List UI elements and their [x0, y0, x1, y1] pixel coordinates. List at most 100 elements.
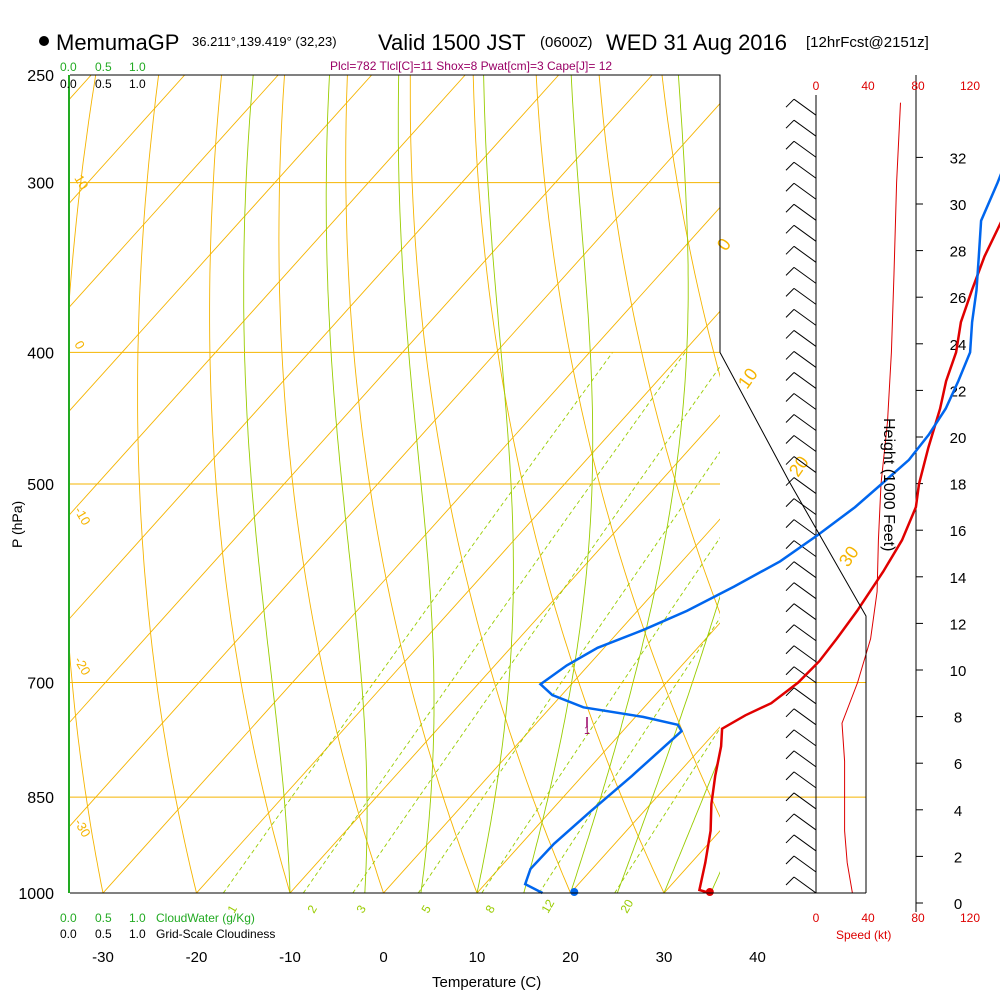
wind-barb-flag	[786, 667, 794, 675]
surface-dewpoint-dot	[570, 888, 578, 896]
theta-label: -10	[71, 504, 93, 528]
height-tick-label: 32	[950, 150, 967, 167]
mixing-ratio-line	[418, 352, 789, 893]
wind-barb	[794, 372, 816, 388]
cloudiness-top-tick: 0.5	[95, 77, 112, 91]
dry-adiabat-line	[410, 51, 570, 893]
pressure-tick-label: 700	[27, 676, 54, 693]
speed-bottom-tick: 0	[813, 911, 820, 925]
wind-barb	[794, 688, 816, 704]
wind-barb	[794, 877, 816, 893]
wind-barb	[794, 499, 816, 515]
wind-barb-flag	[786, 541, 794, 549]
wind-barb-flag	[786, 751, 794, 759]
wind-barb-flag	[786, 583, 794, 591]
wind-barb	[794, 856, 816, 872]
mixing-ratio-label: 5	[418, 902, 434, 915]
cloudwater-bottom-tick: 0.5	[95, 911, 112, 925]
x-tick-label: 20	[562, 949, 579, 966]
speed-top-tick: 40	[861, 79, 875, 93]
wind-barb-flag	[786, 772, 794, 780]
plot-frame-top	[70, 75, 720, 352]
wind-barb-flag	[786, 309, 794, 317]
wind-barb-flag	[786, 415, 794, 423]
height-tick-label: 12	[950, 616, 967, 633]
wind-barb	[794, 99, 816, 115]
dry-adiabat-line	[473, 51, 664, 893]
station-dot	[39, 36, 49, 46]
wind-barb-flag	[786, 351, 794, 359]
pressure-tick-label: 850	[27, 790, 54, 807]
wind-barb	[794, 625, 816, 641]
wind-barb-flag	[786, 393, 794, 401]
wind-barb-flag	[786, 225, 794, 233]
dry-adiabat-line	[210, 51, 290, 893]
mixing-ratio-label: 8	[482, 902, 498, 915]
valid-time: Valid 1500 JST	[378, 30, 526, 55]
dry-adiabat-line	[138, 51, 197, 893]
speed-top-tick: 0	[813, 79, 820, 93]
mixing-ratio-label: 2	[304, 902, 320, 915]
wind-barb-flag	[786, 856, 794, 864]
pressure-tick-label: 300	[27, 176, 54, 193]
valid-date: WED 31 Aug 2016	[606, 30, 787, 55]
wind-barb-flag	[786, 372, 794, 380]
height-tick-label: 18	[950, 477, 967, 494]
wind-barb-flag	[786, 141, 794, 149]
wind-barb-flag	[786, 436, 794, 444]
x-tick-label: 0	[379, 949, 387, 966]
x-tick-label: -30	[92, 949, 114, 966]
wind-barb-flag	[786, 709, 794, 717]
height-tick-label: 14	[950, 570, 967, 587]
height-tick-label: 16	[950, 523, 967, 540]
mixing-ratio-line	[615, 352, 966, 893]
wind-barb-flag	[786, 204, 794, 212]
wind-barb	[794, 267, 816, 283]
wind-barb-flag	[786, 162, 794, 170]
dry-adiabat-line	[346, 51, 477, 893]
x-tick-label: -20	[186, 949, 208, 966]
mixing-ratio-line	[223, 352, 612, 893]
wind-barb-flag	[786, 814, 794, 822]
wind-barb	[794, 478, 816, 494]
wind-barb	[794, 288, 816, 304]
dry-adiabat-line	[597, 51, 851, 893]
mixing-ratio-line	[482, 352, 847, 893]
height-tick-label: 30	[950, 197, 967, 214]
cloudiness-bottom-tick: 0.0	[60, 927, 77, 941]
cloudwater-title: CloudWater (g/Kg)	[156, 911, 255, 925]
mixing-ratio-label: 12	[538, 897, 557, 916]
wind-barb-flag	[786, 646, 794, 654]
wind-barb	[794, 351, 816, 367]
mixing-ratio-label: 20	[617, 897, 636, 916]
cloudwater-top-tick: 1.0	[129, 60, 146, 74]
pressure-tick-label: 500	[27, 477, 54, 494]
wind-barb-flag	[786, 183, 794, 191]
cloudwater-bottom-tick: 0.0	[60, 911, 77, 925]
height-tick-label: 20	[950, 430, 967, 447]
zulu-time: (0600Z)	[540, 34, 593, 51]
surface-temperature-dot	[706, 888, 714, 896]
wind-barb	[794, 162, 816, 178]
isotherm-label: 20	[785, 452, 813, 480]
sounding-series: 1	[525, 109, 1000, 896]
theta-label: -20	[71, 654, 93, 678]
x-axis-title: Temperature (C)	[432, 974, 541, 991]
isotherm-line	[851, 75, 1000, 893]
speed-bottom-tick: 80	[911, 911, 925, 925]
station-name: MemumaGP	[56, 30, 179, 55]
wind-barb	[794, 709, 816, 725]
height-tick-label: 28	[950, 244, 967, 261]
wind-barb	[794, 646, 816, 662]
wind-barb-flag	[786, 562, 794, 570]
wind-barb-flag	[786, 625, 794, 633]
isotherm-label: 30	[835, 542, 863, 570]
height-tick-label: 2	[954, 849, 962, 866]
wind-barb	[794, 772, 816, 788]
isotherm-label: 0	[713, 235, 735, 255]
cloudiness-top-tick: 1.0	[129, 77, 146, 91]
cloudwater-top-tick: 0.0	[60, 60, 77, 74]
wind-barb-flag	[786, 246, 794, 254]
